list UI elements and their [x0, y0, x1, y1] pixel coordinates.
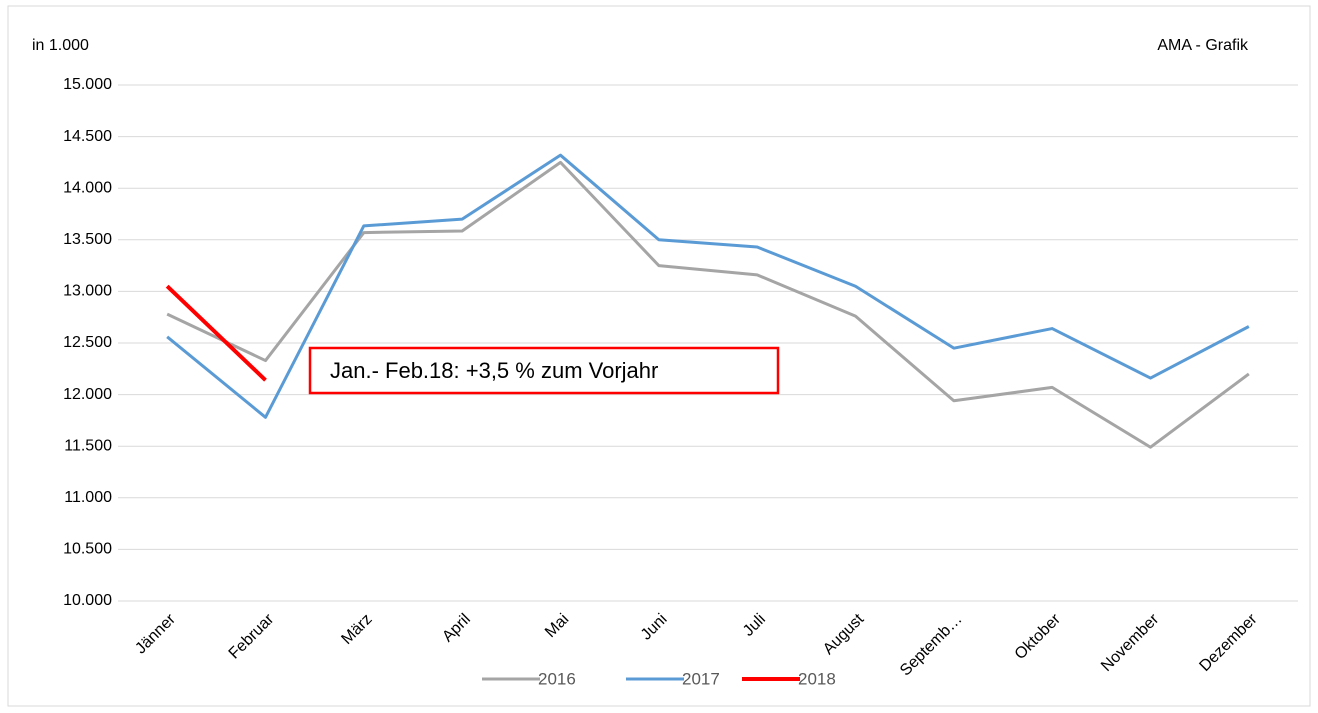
y-tick-label: 12.500: [63, 334, 112, 351]
y-tick-label: 13.500: [63, 231, 112, 248]
series-line: [165, 284, 267, 382]
y-tick-label: 13.000: [63, 283, 112, 300]
y-tick-label: 10.000: [63, 592, 112, 609]
legend-label: 2016: [538, 669, 576, 688]
series-line: [166, 160, 1250, 449]
legend-label: 2018: [798, 669, 836, 688]
y-tick-label: 15.000: [63, 76, 112, 93]
y-tick-label: 10.500: [63, 541, 112, 558]
y-tick-label: 14.500: [63, 128, 112, 145]
annotation-box: [308, 346, 780, 395]
legend-label: 2017: [682, 669, 720, 688]
y-tick-label: 11.000: [64, 489, 112, 506]
y-tick-label: 14.000: [63, 179, 112, 196]
series-line: [166, 153, 1250, 419]
unit-label: in 1.000: [32, 37, 89, 54]
y-tick-label: 12.000: [63, 386, 112, 403]
source-label: AMA - Grafik: [1157, 37, 1249, 54]
y-tick-label: 11.500: [64, 437, 112, 454]
annotation: Jan.- Feb.18: +3,5 % zum Vorjahr: [330, 358, 658, 383]
